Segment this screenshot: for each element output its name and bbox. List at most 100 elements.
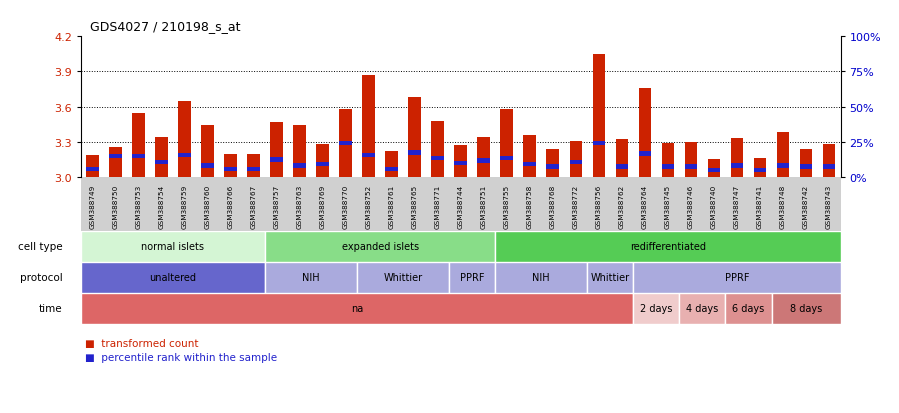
Bar <box>454 161 467 166</box>
Text: NIH: NIH <box>302 273 320 283</box>
Bar <box>178 102 191 178</box>
Bar <box>616 165 628 169</box>
Bar <box>432 157 444 161</box>
Bar <box>156 160 168 165</box>
Bar <box>777 164 789 168</box>
Bar <box>823 145 835 178</box>
Bar <box>357 262 450 293</box>
Bar <box>109 154 121 159</box>
Bar <box>454 146 467 178</box>
Text: protocol: protocol <box>20 273 63 283</box>
Bar <box>265 231 495 262</box>
Bar <box>501 110 513 178</box>
Text: NIH: NIH <box>532 273 550 283</box>
Text: Whittier: Whittier <box>591 273 630 283</box>
Bar <box>592 55 605 178</box>
Bar <box>386 152 398 178</box>
Text: GDS4027 / 210198_s_at: GDS4027 / 210198_s_at <box>90 20 240 33</box>
Bar <box>316 145 329 178</box>
Bar <box>132 113 145 178</box>
Bar <box>81 293 634 324</box>
Bar <box>495 262 587 293</box>
Text: 8 days: 8 days <box>790 304 823 314</box>
Bar <box>662 165 674 169</box>
Bar <box>685 165 698 169</box>
Text: normal islets: normal islets <box>141 242 204 252</box>
Bar <box>569 160 583 165</box>
Bar <box>408 151 421 155</box>
Bar <box>339 141 352 146</box>
Bar <box>109 147 121 178</box>
Bar <box>178 153 191 158</box>
Text: 4 days: 4 days <box>686 304 718 314</box>
Bar <box>316 162 329 167</box>
Bar <box>293 164 306 168</box>
Bar <box>293 126 306 178</box>
Bar <box>362 76 375 178</box>
Text: Whittier: Whittier <box>384 273 423 283</box>
Bar <box>753 169 766 173</box>
Bar <box>680 293 725 324</box>
Bar <box>271 123 283 178</box>
Bar <box>477 138 490 178</box>
Bar <box>477 159 490 164</box>
Bar <box>547 150 559 178</box>
Bar <box>201 164 214 168</box>
Bar <box>731 139 743 178</box>
Bar <box>685 142 698 178</box>
Bar <box>271 158 283 162</box>
Text: PPRF: PPRF <box>725 273 749 283</box>
Bar <box>432 121 444 178</box>
Bar <box>224 154 236 178</box>
Bar <box>81 262 265 293</box>
Bar <box>638 89 651 178</box>
Bar <box>339 110 352 178</box>
Bar <box>132 154 145 159</box>
Bar <box>86 167 99 172</box>
Text: 6 days: 6 days <box>733 304 765 314</box>
Bar <box>386 167 398 172</box>
Bar <box>800 150 813 178</box>
Bar <box>753 159 766 178</box>
Bar <box>495 231 841 262</box>
Bar <box>450 262 495 293</box>
Bar <box>547 165 559 169</box>
Text: cell type: cell type <box>18 242 63 252</box>
Bar <box>616 140 628 178</box>
Bar <box>224 167 236 172</box>
Bar <box>81 231 265 262</box>
Bar <box>569 141 583 178</box>
Bar <box>634 293 680 324</box>
Bar <box>587 262 634 293</box>
Bar <box>247 167 260 172</box>
Text: ■  percentile rank within the sample: ■ percentile rank within the sample <box>85 352 278 362</box>
Bar <box>823 165 835 169</box>
Text: time: time <box>39 304 63 314</box>
Text: ■  transformed count: ■ transformed count <box>85 338 199 348</box>
Bar <box>708 160 720 178</box>
Bar <box>523 135 536 178</box>
Bar <box>86 155 99 178</box>
Bar <box>265 262 357 293</box>
Bar <box>771 293 841 324</box>
Text: 2 days: 2 days <box>640 304 672 314</box>
Bar <box>362 153 375 158</box>
Bar <box>592 141 605 146</box>
Bar <box>523 162 536 167</box>
Bar <box>501 157 513 161</box>
Text: expanded islets: expanded islets <box>342 242 419 252</box>
Bar <box>731 164 743 168</box>
Bar <box>634 262 841 293</box>
Text: PPRF: PPRF <box>460 273 485 283</box>
Text: na: na <box>351 304 363 314</box>
Bar <box>201 126 214 178</box>
Text: unaltered: unaltered <box>149 273 197 283</box>
Bar <box>777 133 789 178</box>
Bar <box>408 98 421 178</box>
Bar <box>638 152 651 157</box>
Bar <box>725 293 771 324</box>
Bar <box>662 144 674 178</box>
Bar <box>156 138 168 178</box>
Bar <box>800 165 813 169</box>
Text: redifferentiated: redifferentiated <box>630 242 706 252</box>
